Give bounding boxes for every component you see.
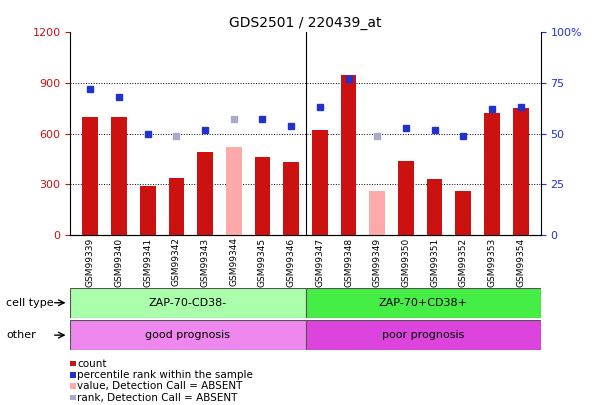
Text: other: other [6, 330, 36, 340]
Text: GSM99343: GSM99343 [200, 237, 210, 287]
Bar [312, 130, 327, 235]
Bar [140, 186, 156, 235]
Text: good prognosis: good prognosis [145, 330, 230, 340]
Text: cell type: cell type [6, 298, 54, 308]
Text: GSM99339: GSM99339 [86, 237, 95, 287]
Bar [226, 147, 242, 235]
Bar [82, 117, 98, 235]
Text: GSM99344: GSM99344 [229, 237, 238, 286]
Bar [341, 75, 356, 235]
Text: value, Detection Call = ABSENT: value, Detection Call = ABSENT [78, 381, 243, 391]
Text: GSM99354: GSM99354 [516, 237, 525, 287]
Text: GSM99342: GSM99342 [172, 237, 181, 286]
Bar [197, 152, 213, 235]
Bar [284, 162, 299, 235]
Text: GSM99348: GSM99348 [344, 237, 353, 287]
Bar [369, 191, 385, 235]
Text: percentile rank within the sample: percentile rank within the sample [78, 370, 254, 380]
Bar [455, 191, 471, 235]
Bar [70, 288, 306, 318]
Bar [255, 157, 270, 235]
Text: ZAP-70+CD38+: ZAP-70+CD38+ [379, 298, 467, 308]
Bar [306, 288, 541, 318]
Text: ZAP-70-CD38-: ZAP-70-CD38- [148, 298, 227, 308]
Text: GSM99350: GSM99350 [401, 237, 411, 287]
Bar [513, 109, 529, 235]
Text: GSM99352: GSM99352 [459, 237, 468, 287]
Bar [484, 113, 500, 235]
Text: poor prognosis: poor prognosis [382, 330, 464, 340]
Bar [426, 179, 442, 235]
Bar [169, 177, 185, 235]
Bar [398, 161, 414, 235]
Text: GSM99353: GSM99353 [488, 237, 497, 287]
Text: GSM99347: GSM99347 [315, 237, 324, 287]
Bar [70, 320, 306, 350]
Text: count: count [78, 358, 107, 369]
Bar [111, 117, 127, 235]
Text: GSM99351: GSM99351 [430, 237, 439, 287]
Bar [306, 320, 541, 350]
Text: GSM99349: GSM99349 [373, 237, 382, 287]
Text: GSM99346: GSM99346 [287, 237, 296, 287]
Text: GSM99345: GSM99345 [258, 237, 267, 287]
Title: GDS2501 / 220439_at: GDS2501 / 220439_at [229, 16, 382, 30]
Text: GSM99340: GSM99340 [114, 237, 123, 287]
Text: rank, Detection Call = ABSENT: rank, Detection Call = ABSENT [78, 392, 238, 403]
Text: GSM99341: GSM99341 [143, 237, 152, 287]
